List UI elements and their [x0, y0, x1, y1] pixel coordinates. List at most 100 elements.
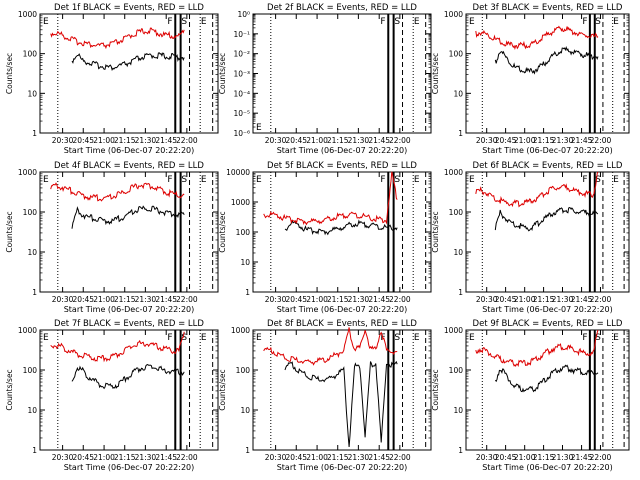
- marker-e-left: E: [256, 333, 262, 343]
- y-axis-label: Counts/sec: [5, 369, 14, 410]
- marker-f: F: [167, 175, 172, 185]
- marker-e-left: E: [469, 17, 475, 27]
- y-tick-label: 10: [453, 406, 463, 415]
- y-tick-label: 100: [236, 228, 251, 237]
- marker-e-low: E: [256, 123, 262, 133]
- plot-frame: [465, 171, 630, 293]
- x-axis-label: Start Time (06-Dec-07 20:22:20): [277, 463, 408, 472]
- y-tick-label: 10⁻⁶: [233, 129, 250, 138]
- x-tick-label: 21:45: [155, 136, 177, 145]
- x-axis-label: Start Time (06-Dec-07 20:22:20): [64, 146, 195, 155]
- marker-e: E: [201, 175, 207, 185]
- x-tick-label: 22:00: [590, 453, 612, 462]
- detector-panel-7: Det 7f BLACK = Events, RED = LLD 1 10 100 10…: [5, 319, 219, 472]
- plot-frame: [252, 329, 432, 451]
- y-axis-label: Counts/sec: [5, 53, 14, 94]
- x-axis-label: Start Time (06-Dec-07 20:22:20): [64, 463, 195, 472]
- x-tick-label: 22:00: [176, 136, 198, 145]
- x-tick-label: 21:00: [514, 295, 536, 304]
- x-tick-label: 20:45: [285, 453, 307, 462]
- marker-s: S: [394, 175, 400, 185]
- panel-title: Det 5f BLACK = Events, RED = LLD: [267, 161, 417, 171]
- x-tick-label: 21:15: [114, 295, 136, 304]
- x-axis-label: Start Time (06-Dec-07 20:22:20): [277, 146, 408, 155]
- plot-frame: [465, 329, 630, 451]
- series-line-lld: [50, 331, 185, 363]
- marker-f: F: [380, 175, 385, 185]
- y-tick-label: 10000: [226, 168, 250, 177]
- marker-e: E: [414, 333, 420, 343]
- y-tick-label: 100: [449, 366, 464, 375]
- series-line-lld: [475, 171, 599, 208]
- x-tick-label: 21:30: [135, 453, 157, 462]
- x-tick-label: 21:45: [155, 295, 177, 304]
- y-tick-label: 1: [458, 288, 463, 297]
- marker-s: S: [181, 175, 187, 185]
- y-tick-label: 10⁻¹: [233, 30, 250, 39]
- marker-f: F: [167, 17, 172, 27]
- plot-frame: [39, 13, 219, 134]
- x-tick-label: 20:45: [72, 136, 94, 145]
- series-line-lld: [50, 27, 185, 50]
- x-tick-label: 21:45: [571, 295, 593, 304]
- y-tick-label: 1: [458, 129, 463, 138]
- panel-title: Det 9f BLACK = Events, RED = LLD: [473, 319, 623, 329]
- y-axis-label: Counts/sec: [431, 211, 440, 252]
- series-line-events: [71, 364, 185, 390]
- y-tick-label: 10⁻⁵: [233, 109, 250, 118]
- x-tick-label: 21:30: [552, 295, 574, 304]
- x-tick-label: 22:00: [389, 136, 411, 145]
- y-tick-label: 10⁻³: [233, 70, 250, 79]
- y-tick-label: 1: [32, 446, 37, 455]
- x-tick-label: 21:00: [306, 136, 328, 145]
- marker-s: S: [595, 175, 601, 185]
- x-tick-label: 20:30: [265, 136, 287, 145]
- detector-panel-4: Det 4f BLACK = Events, RED = LLD 1 10 100 10…: [5, 161, 219, 314]
- x-tick-label: 20:30: [476, 453, 498, 462]
- x-tick-label: 21:00: [306, 453, 328, 462]
- x-tick-label: 21:30: [552, 136, 574, 145]
- x-tick-label: 21:15: [114, 453, 136, 462]
- marker-f: F: [380, 17, 385, 27]
- y-tick-label: 10: [240, 258, 250, 267]
- y-axis-label: Counts/sec: [5, 211, 14, 252]
- plot-frame: [465, 13, 630, 134]
- series-line-events: [494, 46, 599, 75]
- y-tick-label: 10: [27, 89, 37, 98]
- panel-title: Det 3f BLACK = Events, RED = LLD: [473, 3, 623, 13]
- x-tick-label: 21:15: [533, 295, 555, 304]
- panel-title: Det 4f BLACK = Events, RED = LLD: [54, 161, 204, 171]
- y-axis-label: Counts/sec: [431, 53, 440, 94]
- x-tick-label: 20:30: [265, 453, 287, 462]
- panel-title: Det 2f BLACK = Events, RED = LLD: [267, 3, 417, 13]
- x-tick-label: 21:15: [533, 136, 555, 145]
- x-tick-label: 20:30: [52, 295, 74, 304]
- marker-s: S: [595, 333, 601, 343]
- y-tick-label: 100: [23, 366, 38, 375]
- y-tick-label: 1: [245, 446, 250, 455]
- marker-f: F: [167, 333, 172, 343]
- x-tick-label: 21:30: [348, 295, 370, 304]
- y-tick-label: 1: [32, 288, 37, 297]
- x-tick-label: 21:45: [571, 136, 593, 145]
- y-tick-label: 1: [458, 446, 463, 455]
- x-tick-label: 21:15: [327, 453, 349, 462]
- x-tick-label: 20:30: [476, 136, 498, 145]
- y-tick-label: 100: [236, 366, 251, 375]
- x-tick-label: 21:30: [135, 136, 157, 145]
- y-axis-label: Counts/sec: [431, 369, 440, 410]
- y-tick-label: 100: [449, 208, 464, 217]
- marker-s: S: [394, 333, 400, 343]
- marker-e: E: [613, 175, 619, 185]
- series-line-events: [494, 207, 599, 232]
- x-tick-label: 22:00: [176, 295, 198, 304]
- panel-title: Det 1f BLACK = Events, RED = LLD: [54, 3, 204, 13]
- marker-e: E: [201, 333, 207, 343]
- x-axis-label: Start Time (06-Dec-07 20:22:20): [482, 146, 613, 155]
- x-tick-label: 20:45: [495, 136, 517, 145]
- detector-panel-1: Det 1f BLACK = Events, RED = LLD 1 10 100 10…: [5, 3, 219, 155]
- x-tick-label: 22:00: [389, 453, 411, 462]
- y-tick-label: 1000: [444, 326, 463, 335]
- series-line-lld: [263, 171, 398, 226]
